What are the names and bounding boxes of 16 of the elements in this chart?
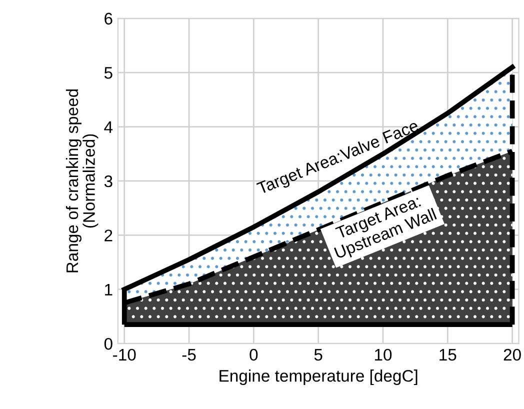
x-tick-label: 10 <box>374 348 392 361</box>
y-tick-label: 3 <box>104 175 112 188</box>
x-tick-label: 20 <box>504 348 521 361</box>
x-tick-label: 0 <box>250 348 258 361</box>
y-tick-label: 0 <box>104 338 112 350</box>
x-axis-title: Engine temperature [degC] <box>220 370 418 386</box>
y-tick-label: 1 <box>105 284 112 296</box>
x-tick-label: 15 <box>440 349 456 361</box>
x-tick-label: -5 <box>182 349 196 361</box>
y-axis-title: Range of cranking speed (Normalized) <box>66 89 98 272</box>
y-tick-label: 6 <box>104 12 112 25</box>
y-tick-label: 2 <box>104 230 112 242</box>
x-tick-label: 5 <box>314 349 322 361</box>
y-tick-label: 5 <box>104 67 112 79</box>
y-tick-label: 4 <box>104 121 113 133</box>
x-tick-label: -10 <box>113 348 136 361</box>
